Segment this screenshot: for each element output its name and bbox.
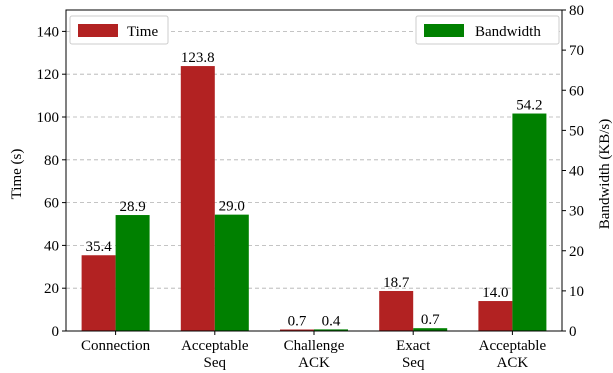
time-value-label: 0.7 xyxy=(288,314,307,330)
left-tick-label: 80 xyxy=(44,153,59,169)
x-tick-label-line: ACK xyxy=(497,355,529,371)
right-tick-label: 10 xyxy=(569,284,584,300)
bandwidth-value-label: 54.2 xyxy=(516,98,542,114)
left-axis: 0 20 40 60 80 100 120 140 xyxy=(37,24,66,340)
bandwidth-value-label: 28.9 xyxy=(119,199,145,215)
x-tick-label: Acceptable Seq xyxy=(181,338,249,371)
x-tick-label-line: Seq xyxy=(204,355,227,371)
x-tick-label: Acceptable ACK xyxy=(479,338,547,371)
bandwidth-bar xyxy=(512,113,547,332)
x-tick-label-line: Exact xyxy=(396,338,431,354)
right-tick-label: 0 xyxy=(569,324,577,340)
x-tick-label-line: Seq xyxy=(402,355,425,371)
time-value-label: 18.7 xyxy=(383,275,410,291)
x-tick-label-line: Acceptable xyxy=(181,338,249,354)
bars xyxy=(81,66,547,332)
x-tick-label-line: Connection xyxy=(81,338,151,354)
right-tick-label: 20 xyxy=(569,244,584,260)
left-tick-label: 120 xyxy=(37,67,60,83)
legend-bandwidth: Bandwidth xyxy=(415,15,560,45)
right-axis: 0 10 20 30 40 50 60 70 80 xyxy=(562,3,584,340)
right-tick-label: 30 xyxy=(569,204,584,220)
legend-time: Time xyxy=(69,15,169,45)
x-tick-label-line: ACK xyxy=(298,355,330,371)
bandwidth-value-label: 0.7 xyxy=(421,312,440,328)
x-tick-label: Connection xyxy=(81,338,151,354)
bandwidth-value-label: 29.0 xyxy=(219,199,245,215)
right-tick-label: 60 xyxy=(569,83,584,99)
time-bar xyxy=(81,255,116,331)
bandwidth-value-label: 0.4 xyxy=(322,313,341,329)
bandwidth-bar xyxy=(115,215,150,331)
bandwidth-bar xyxy=(214,214,249,331)
x-tick-label-line: Acceptable xyxy=(479,338,547,354)
legend-bandwidth-swatch xyxy=(424,24,464,37)
time-bar xyxy=(379,290,414,331)
time-bar xyxy=(478,301,513,331)
x-tick-label: Exact Seq xyxy=(396,338,431,371)
time-value-label: 14.0 xyxy=(482,285,508,301)
time-bar xyxy=(180,66,215,332)
bandwidth-bar xyxy=(413,328,448,331)
right-tick-label: 50 xyxy=(569,123,584,139)
right-tick-label: 80 xyxy=(569,3,584,19)
left-tick-label: 140 xyxy=(37,24,60,40)
x-tick-label: Challenge ACK xyxy=(284,338,345,371)
bandwidth-bar xyxy=(314,329,348,331)
legend-bandwidth-label: Bandwidth xyxy=(475,24,541,40)
legend-time-swatch xyxy=(78,24,118,37)
left-tick-label: 20 xyxy=(44,281,59,297)
left-axis-title: Time (s) xyxy=(9,149,25,200)
right-tick-label: 70 xyxy=(569,43,584,59)
left-tick-label: 0 xyxy=(52,324,60,340)
time-bar xyxy=(280,329,314,331)
right-axis-title: Bandwidth (KB/s) xyxy=(597,119,613,229)
left-tick-label: 40 xyxy=(44,238,59,254)
left-tick-label: 60 xyxy=(44,196,59,212)
time-value-label: 35.4 xyxy=(85,239,112,255)
legend-time-label: Time xyxy=(127,24,158,40)
time-value-label: 123.8 xyxy=(181,50,215,66)
x-tick-label-line: Challenge xyxy=(284,338,345,354)
left-tick-label: 100 xyxy=(37,110,60,126)
data-labels: 35.4 28.9 123.8 29.0 0.7 0.4 18.7 0.7 14.0 54.2 xyxy=(85,50,542,329)
right-tick-label: 40 xyxy=(569,164,584,180)
